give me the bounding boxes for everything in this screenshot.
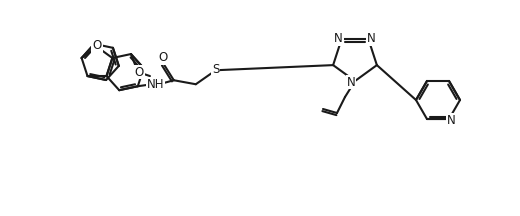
Text: S: S [212, 63, 219, 76]
Text: N: N [447, 114, 456, 127]
Text: N: N [367, 32, 376, 45]
Text: N: N [334, 32, 343, 45]
Text: NH: NH [147, 78, 164, 91]
Text: O: O [158, 51, 167, 64]
Text: O: O [93, 39, 101, 52]
Text: N: N [347, 76, 355, 89]
Text: O: O [134, 65, 144, 79]
